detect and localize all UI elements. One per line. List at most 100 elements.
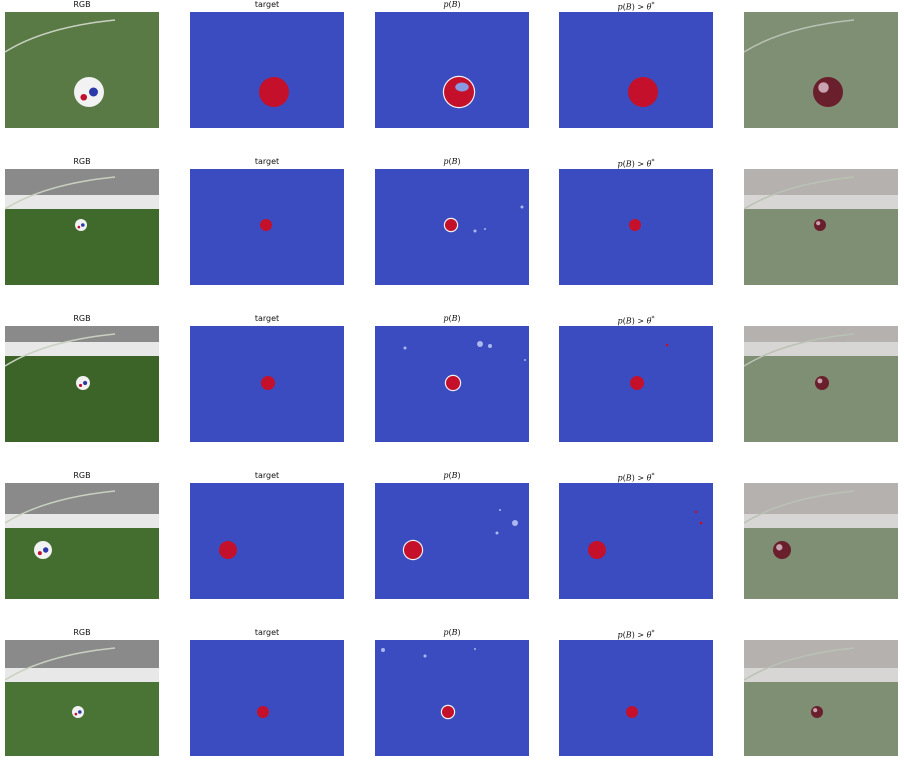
panel-svg: [5, 483, 159, 599]
panel-title: RGB: [73, 157, 91, 166]
false-positive: [699, 521, 703, 525]
ball: [72, 706, 84, 718]
ball-highlight: [817, 378, 823, 384]
panel-image: [375, 12, 529, 128]
panel-svg: [190, 326, 344, 442]
banner-boards: [744, 668, 898, 684]
banner-boards: [744, 342, 898, 358]
ball-patch: [37, 551, 42, 556]
panel-svg: [375, 12, 529, 128]
panel-title: target: [254, 471, 280, 480]
grass-field: [5, 528, 159, 599]
panel-image: [559, 483, 713, 599]
panel-image: [559, 640, 713, 756]
grass-field: [744, 356, 898, 442]
noise-speckle: [484, 228, 486, 230]
ball-mask: [259, 77, 289, 107]
noise-speckle: [477, 341, 483, 347]
noise-speckle: [473, 229, 477, 233]
ball-patch: [74, 712, 78, 716]
background-class-region: [375, 640, 529, 756]
banner-boards: [5, 342, 159, 358]
panel-title: p(B) > θ*: [617, 629, 655, 640]
panel-title: target: [254, 0, 280, 9]
banner-boards: [5, 514, 159, 530]
ball-patch: [79, 383, 83, 387]
noise-speckle: [488, 344, 492, 348]
noise-speckle: [524, 359, 526, 361]
ball: [815, 376, 829, 390]
panel-svg: [5, 169, 159, 285]
panel-svg: [744, 12, 898, 128]
noise-speckle: [512, 520, 518, 526]
panel-title: p(B): [443, 314, 461, 323]
panel-svg: [5, 12, 159, 128]
ball-patch: [43, 547, 49, 553]
banner-boards: [744, 514, 898, 530]
panel-title: p(B): [443, 628, 461, 637]
ball-highlight: [818, 82, 829, 93]
panel-image: [744, 326, 898, 442]
ball-thresholded: [588, 541, 606, 559]
field-line: [5, 333, 116, 367]
scene: [5, 169, 159, 285]
false-positive: [694, 510, 698, 514]
ball-highlight: [776, 544, 783, 551]
ball-mask: [257, 706, 269, 718]
panel-title: RGB: [73, 314, 91, 323]
panel-svg: [559, 12, 713, 128]
panel-svg: [559, 326, 713, 442]
scene: [744, 483, 898, 599]
panel-image: [375, 326, 529, 442]
panel-svg: [559, 169, 713, 285]
ball: [773, 541, 791, 559]
panel-title: target: [254, 157, 280, 166]
ball-highlight: [816, 221, 821, 226]
panel-svg: [744, 483, 898, 599]
panel-title: RGB: [73, 471, 91, 480]
panel-image: [559, 326, 713, 442]
grass-field: [5, 356, 159, 442]
ball-patch: [77, 225, 81, 229]
panel-svg: [744, 169, 898, 285]
ball-probability: [445, 219, 457, 231]
panel-title: p(B): [443, 157, 461, 166]
scene: [5, 12, 159, 128]
panel-image: [190, 12, 344, 128]
panel-svg: [375, 640, 529, 756]
banner-boards: [5, 668, 159, 684]
panel-title: target: [254, 314, 280, 323]
ball-probability: [404, 541, 422, 559]
panel-image: [375, 169, 529, 285]
panel-image: [744, 640, 898, 756]
ball-mask: [260, 219, 272, 231]
background-class-region: [559, 12, 713, 128]
ball-mask: [219, 541, 237, 559]
background-class-region: [190, 483, 344, 599]
ball: [75, 219, 87, 231]
panel-image: [5, 169, 159, 285]
panel-svg: [5, 640, 159, 756]
noise-speckle: [499, 509, 501, 511]
panel-image: [190, 640, 344, 756]
field-line: [5, 647, 116, 681]
background-class-region: [190, 640, 344, 756]
panel-image: [744, 12, 898, 128]
field-line: [744, 490, 855, 524]
panel-title: p(B): [443, 471, 461, 480]
panel-title: target: [254, 628, 280, 637]
ball: [34, 541, 52, 559]
field-line: [744, 176, 855, 210]
panel-svg: [190, 640, 344, 756]
panel-image: [559, 12, 713, 128]
field-line: [744, 647, 855, 681]
panel-svg: [744, 326, 898, 442]
background-class-region: [375, 483, 529, 599]
banner-boards: [5, 195, 159, 211]
panel-svg: [559, 483, 713, 599]
ball: [811, 706, 823, 718]
panel-title: RGB: [73, 0, 91, 9]
panel-title: RGB: [73, 628, 91, 637]
noise-speckle: [403, 346, 407, 350]
ball-probability: [446, 376, 460, 390]
